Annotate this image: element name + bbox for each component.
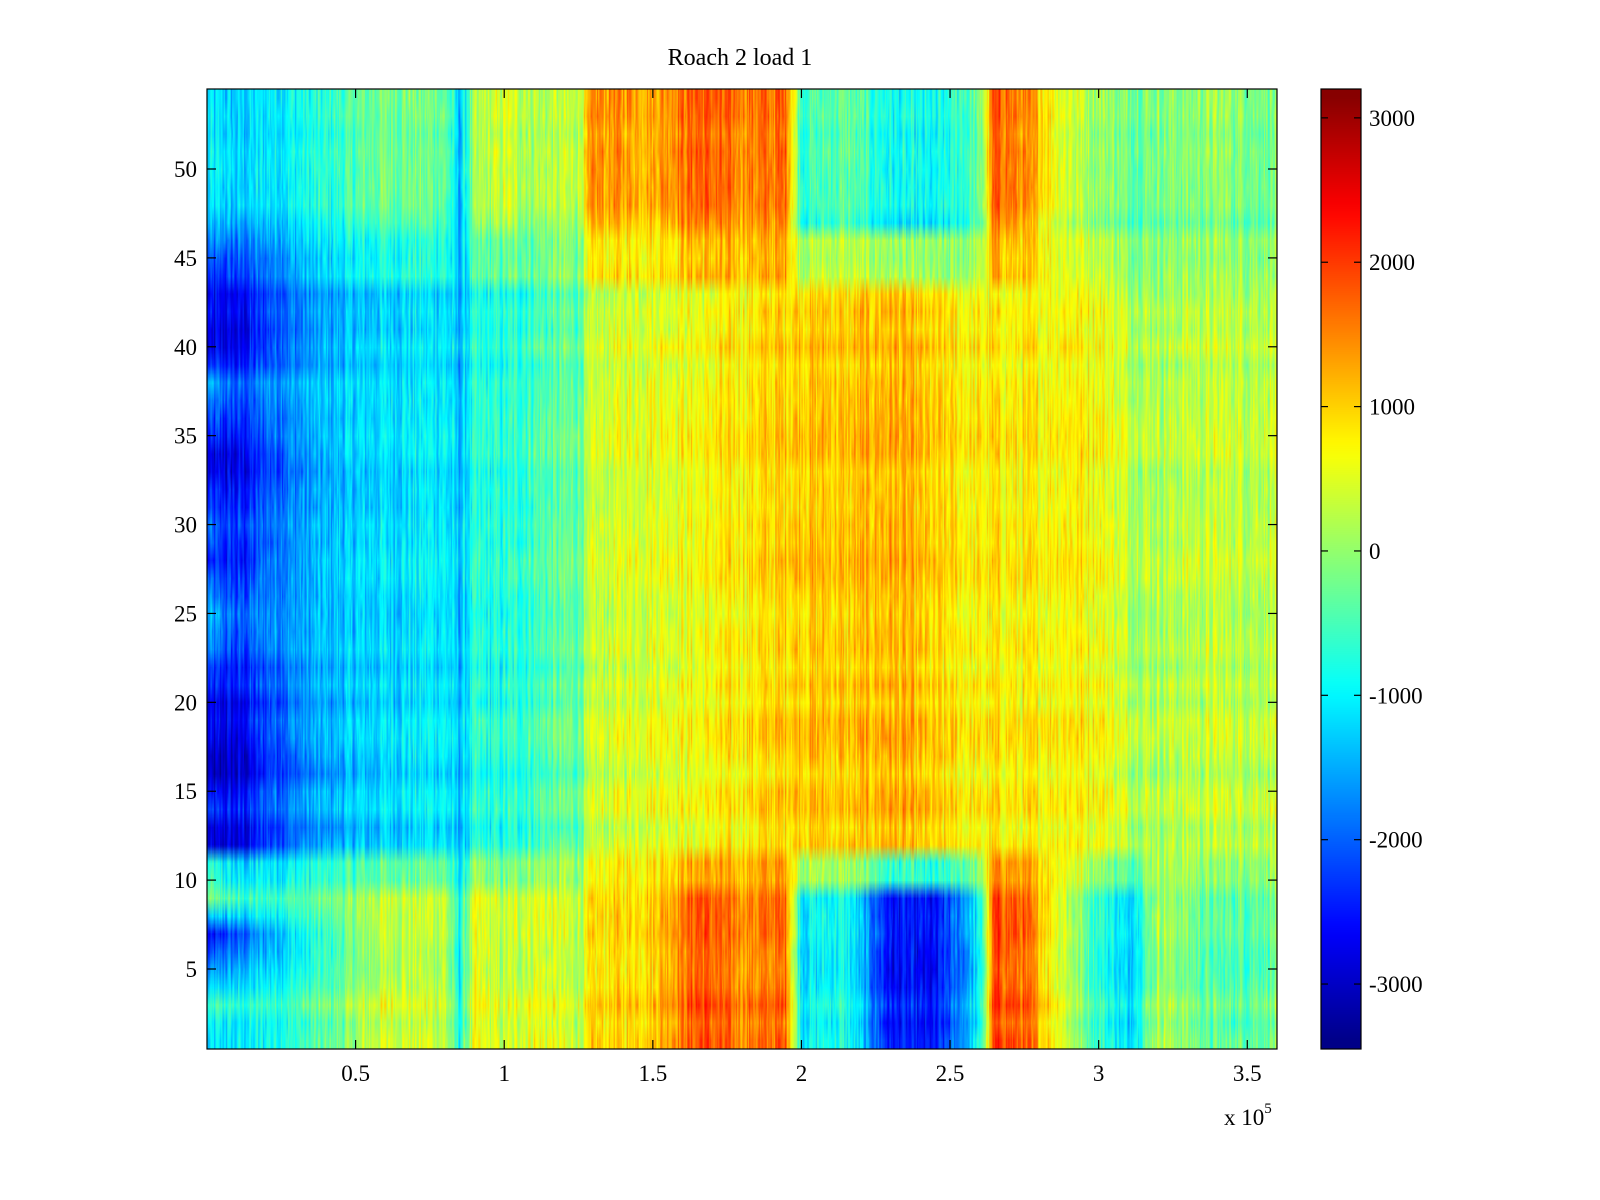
x-tick-label: 2.5: [936, 1061, 965, 1086]
x-axis-ticks: 0.5 1 1.5 2 2.5 3 3.5: [341, 89, 1262, 1086]
y-tick-label: 20: [174, 690, 197, 715]
colorbar-tick-label: 0: [1369, 539, 1381, 564]
colorbar-tick-label: -1000: [1369, 683, 1423, 708]
y-tick-label: 15: [174, 779, 197, 804]
colorbar-tick-label: 2000: [1369, 250, 1415, 275]
colorbar-ticks: 3000 2000 1000 0 -1000 -2000 -3000: [1321, 106, 1423, 997]
colorbar-tick-label: -2000: [1369, 828, 1423, 853]
x-tick-label: 3.5: [1233, 1061, 1262, 1086]
x-tick-label: 1: [498, 1061, 510, 1086]
y-axis-ticks: 5 10 15 20 25 30 35 40 45 50: [174, 157, 1277, 982]
x-exponent-base: x 10: [1224, 1105, 1264, 1130]
x-tick-label: 0.5: [341, 1061, 370, 1086]
y-tick-label: 5: [186, 957, 198, 982]
x-tick-label: 3: [1093, 1061, 1105, 1086]
y-tick-label: 35: [174, 424, 197, 449]
y-tick-label: 10: [174, 868, 197, 893]
colorbar-tick-label: 1000: [1369, 395, 1415, 420]
colorbar-tick-label: -3000: [1369, 972, 1423, 997]
y-tick-label: 50: [174, 157, 197, 182]
colorbar-frame: [1320, 88, 1362, 1050]
plot-frame: [206, 88, 1278, 1050]
colorbar-gradient: [1321, 89, 1361, 1049]
y-tick-label: 25: [174, 601, 197, 626]
x-exponent-power: 5: [1264, 1101, 1272, 1117]
chart-title: Roach 2 load 1: [668, 45, 813, 71]
x-exponent-label: x 105: [1224, 1101, 1272, 1130]
x-tick-label: 2: [796, 1061, 808, 1086]
y-tick-label: 30: [174, 513, 197, 538]
heatmap-image: [207, 89, 1277, 1049]
y-tick-label: 45: [174, 246, 197, 271]
x-tick-label: 1.5: [638, 1061, 667, 1086]
y-tick-label: 40: [174, 335, 197, 360]
colorbar-tick-label: 3000: [1369, 106, 1415, 131]
